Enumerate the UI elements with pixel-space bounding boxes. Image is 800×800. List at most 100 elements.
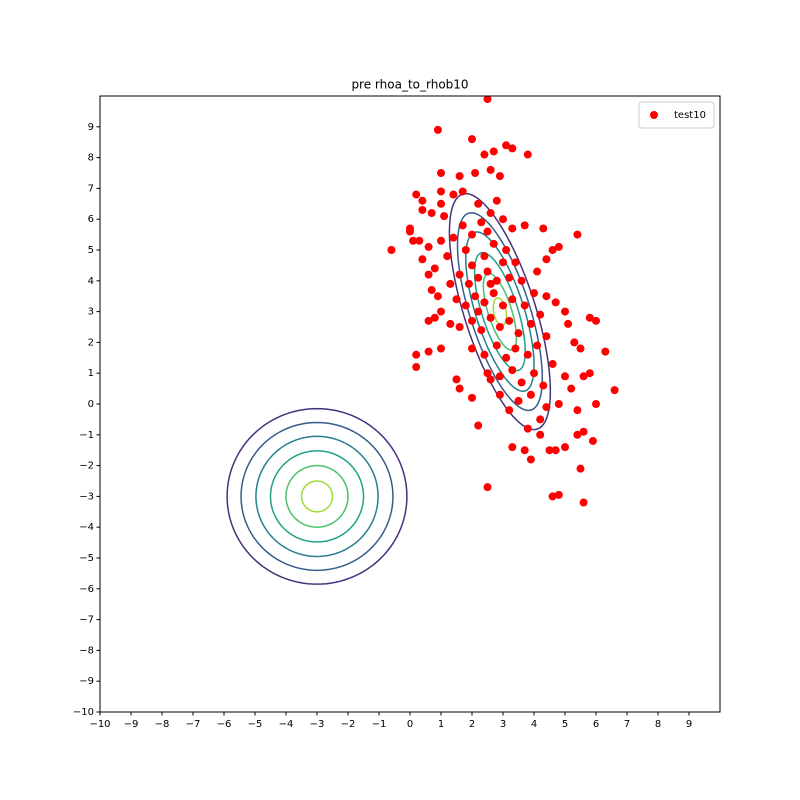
scatter-point xyxy=(483,96,492,104)
scatter-point xyxy=(443,252,452,261)
scatter-point xyxy=(412,350,421,359)
x-tick-label: −8 xyxy=(155,719,170,730)
scatter-point xyxy=(576,464,585,473)
scatter-point xyxy=(542,332,551,341)
y-tick-label: 5 xyxy=(88,245,94,256)
chart-title: pre rhoa_to_rhob10 xyxy=(351,78,468,92)
scatter-point xyxy=(458,187,467,196)
scatter-point xyxy=(492,196,501,205)
scatter-point xyxy=(474,421,483,430)
scatter-point xyxy=(508,224,517,233)
scatter-point xyxy=(492,276,501,285)
x-tick-label: 3 xyxy=(500,719,506,730)
x-tick-label: 9 xyxy=(686,719,692,730)
y-tick-label: −10 xyxy=(73,707,94,718)
y-tick-label: 1 xyxy=(88,368,94,379)
scatter-point xyxy=(433,125,442,134)
scatter-point xyxy=(452,295,461,304)
scatter-point xyxy=(601,347,610,356)
scatter-point xyxy=(505,406,514,415)
scatter-point xyxy=(461,246,470,254)
x-tick-label: −1 xyxy=(372,719,387,730)
scatter-point xyxy=(508,144,517,153)
scatter-point xyxy=(492,341,501,350)
scatter-point xyxy=(505,316,514,325)
x-tick-label: −9 xyxy=(124,719,139,730)
y-tick-label: 0 xyxy=(88,399,94,410)
scatter-point xyxy=(474,273,483,282)
contour xyxy=(456,212,544,412)
scatter-point xyxy=(542,255,551,264)
scatter-point xyxy=(437,169,445,177)
scatter-point xyxy=(424,242,433,251)
scatter-point xyxy=(446,319,455,328)
scatter-point xyxy=(551,446,560,455)
scatter-point xyxy=(542,403,551,412)
scatter-point xyxy=(474,307,483,316)
scatter-point xyxy=(526,390,535,399)
scatter-point xyxy=(449,190,458,199)
scatter-point xyxy=(554,400,563,408)
scatter-point xyxy=(486,209,495,218)
scatter-point xyxy=(424,347,433,356)
y-tick-label: 9 xyxy=(88,122,94,133)
y-tick-label: −9 xyxy=(79,676,94,687)
scatter-point xyxy=(520,446,529,455)
legend-box xyxy=(638,101,715,129)
scatter-point xyxy=(573,406,582,415)
x-tick-label: −4 xyxy=(279,719,294,730)
scatter-point xyxy=(418,255,427,264)
scatter-point xyxy=(539,381,548,390)
contour xyxy=(269,450,365,543)
scatter-point xyxy=(517,276,526,285)
x-tick-label: 6 xyxy=(593,719,599,730)
scatter-point xyxy=(561,307,569,316)
scatter-point xyxy=(530,289,538,298)
scatter-point xyxy=(545,446,554,455)
scatter-point xyxy=(424,316,433,325)
x-tick-label: −6 xyxy=(217,719,232,730)
scatter-point xyxy=(430,264,439,273)
scatter-point xyxy=(508,366,517,375)
scatter-point xyxy=(523,350,532,359)
scatter-point xyxy=(483,267,492,276)
scatter-point xyxy=(499,215,507,224)
scatter-point xyxy=(592,400,600,408)
y-tick-label: 6 xyxy=(88,214,94,225)
scatter-point xyxy=(437,236,445,245)
scatter-point xyxy=(480,350,489,359)
x-tick-label: −3 xyxy=(310,719,325,730)
y-tick-label: −1 xyxy=(79,430,94,441)
y-tick-label: 2 xyxy=(88,337,94,348)
scatter-point xyxy=(486,375,495,384)
plot-area xyxy=(226,96,619,585)
scatter-point xyxy=(511,258,520,267)
y-tick-label: −3 xyxy=(79,491,94,502)
scatter-point xyxy=(440,212,449,221)
x-tick-label: 7 xyxy=(624,719,630,730)
scatter-point xyxy=(505,273,514,282)
x-tick-label: 1 xyxy=(438,719,444,730)
x-tick-label: 0 xyxy=(407,719,413,730)
scatter-point xyxy=(449,233,458,242)
x-tick-label: −5 xyxy=(248,719,263,730)
scatter-point xyxy=(433,292,442,301)
scatter-point xyxy=(418,205,427,214)
scatter-point xyxy=(468,344,476,353)
scatter-point xyxy=(437,344,445,353)
scatter-point xyxy=(489,147,498,156)
scatter-point xyxy=(480,298,489,307)
scatter-point xyxy=(452,375,461,384)
scatter-point xyxy=(437,187,445,196)
scatter-point xyxy=(592,316,600,325)
scatter-point xyxy=(526,455,535,464)
scatter-point xyxy=(468,135,476,144)
scatter-point xyxy=(536,310,545,319)
scatter-point xyxy=(464,279,473,288)
scatter-point xyxy=(514,396,523,405)
scatter-point xyxy=(567,384,576,393)
scatter-point xyxy=(455,270,464,279)
scatter-point xyxy=(536,415,545,424)
scatter-point xyxy=(387,246,396,254)
